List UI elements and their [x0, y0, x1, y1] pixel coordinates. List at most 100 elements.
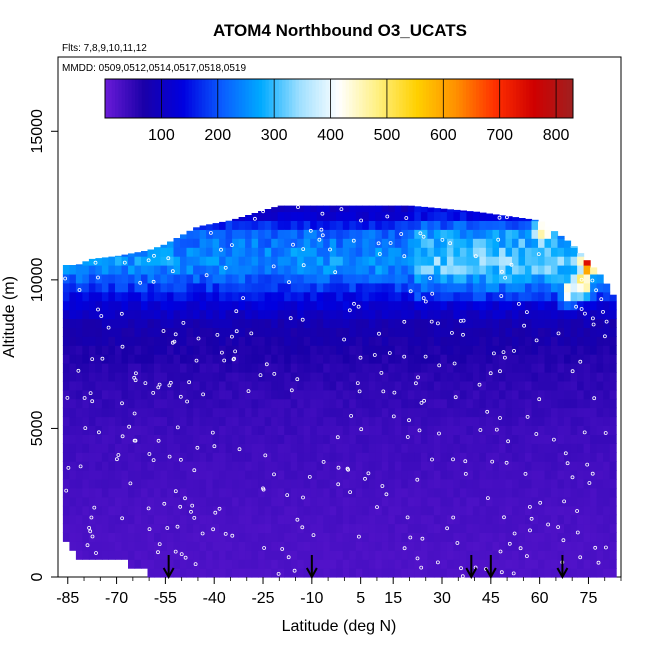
sample-point	[525, 554, 529, 558]
field-cell	[603, 372, 611, 382]
field-cell	[290, 309, 298, 320]
field-cell	[232, 559, 240, 569]
field-cell	[141, 318, 149, 328]
field-cell	[414, 478, 422, 489]
field-cell	[407, 487, 415, 498]
field-cell	[492, 487, 500, 498]
field-cell	[95, 345, 103, 355]
field-cell	[323, 345, 331, 355]
field-cell	[206, 363, 214, 373]
field-cell	[583, 398, 591, 409]
field-cell	[375, 461, 383, 471]
field-cell	[472, 229, 480, 239]
field-cell	[232, 523, 240, 533]
field-cell	[212, 478, 220, 489]
field-cell	[316, 452, 324, 462]
field-cell	[232, 380, 240, 391]
field-cell	[440, 559, 448, 569]
field-cell	[329, 291, 337, 302]
field-cell	[303, 407, 311, 418]
field-cell	[557, 318, 565, 328]
field-cell	[115, 470, 123, 480]
colorbar-swatch	[298, 79, 303, 118]
field-cell	[544, 282, 552, 293]
field-cell	[342, 568, 350, 578]
field-cell	[245, 559, 253, 569]
field-cell	[245, 354, 253, 364]
field-cell	[557, 238, 565, 248]
colorbar-swatch	[345, 79, 350, 118]
colorbar-swatch	[308, 79, 313, 118]
field-cell	[219, 470, 227, 480]
field-cell	[199, 291, 207, 302]
field-cell	[238, 407, 246, 418]
field-cell	[512, 256, 520, 266]
field-cell	[147, 532, 155, 542]
field-cell	[316, 541, 324, 551]
field-cell	[564, 461, 572, 471]
field-cell	[564, 398, 572, 409]
field-cell	[492, 452, 500, 462]
field-cell	[316, 238, 324, 248]
field-cell	[570, 318, 578, 328]
field-cell	[167, 291, 175, 302]
field-cell	[75, 478, 83, 489]
field-cell	[115, 300, 123, 311]
field-cell	[147, 478, 155, 489]
field-cell	[284, 532, 292, 542]
field-cell	[472, 380, 480, 391]
field-cell	[115, 452, 123, 462]
field-cell	[401, 211, 409, 221]
field-cell	[232, 336, 240, 346]
sample-point	[90, 534, 95, 539]
sample-point	[90, 357, 95, 362]
field-cell	[440, 380, 448, 391]
field-cell	[147, 291, 155, 302]
field-cell	[570, 256, 578, 266]
field-cell	[88, 550, 96, 560]
field-cell	[264, 354, 272, 364]
field-cell	[173, 336, 181, 346]
sample-point	[488, 371, 493, 376]
field-cell	[284, 416, 292, 426]
field-cell	[531, 238, 539, 248]
field-cell	[336, 425, 344, 435]
field-cell	[284, 523, 292, 533]
field-cell	[108, 398, 116, 409]
field-cell	[297, 372, 305, 382]
colorbar-swatch	[342, 79, 347, 118]
field-cell	[362, 238, 370, 248]
sample-point	[300, 525, 305, 530]
field-cell	[544, 256, 552, 266]
field-cell	[62, 434, 70, 444]
field-cell	[420, 416, 428, 426]
field-cell	[433, 318, 441, 328]
field-cell	[388, 550, 396, 560]
field-cell	[245, 215, 253, 221]
field-cell	[459, 210, 467, 213]
field-cell	[603, 443, 611, 453]
field-cell	[505, 407, 513, 418]
field-cell	[212, 273, 220, 284]
field-cell	[108, 309, 116, 320]
field-cell	[544, 550, 552, 560]
sample-point	[175, 524, 180, 529]
field-cell	[297, 550, 305, 560]
field-cell	[472, 238, 480, 248]
sample-point	[156, 550, 160, 555]
field-cell	[551, 443, 559, 453]
field-cell	[199, 345, 207, 355]
field-cell	[453, 291, 461, 302]
field-cell	[212, 505, 220, 516]
sample-point	[132, 375, 137, 380]
field-cell	[381, 327, 389, 337]
field-cell	[577, 514, 585, 525]
field-cell	[121, 398, 129, 409]
field-cell	[596, 380, 604, 391]
field-cell	[108, 470, 116, 480]
sample-point	[88, 391, 93, 396]
field-cell	[453, 514, 461, 525]
sample-point	[83, 426, 88, 431]
field-cell	[544, 327, 552, 337]
field-cell	[160, 425, 168, 435]
